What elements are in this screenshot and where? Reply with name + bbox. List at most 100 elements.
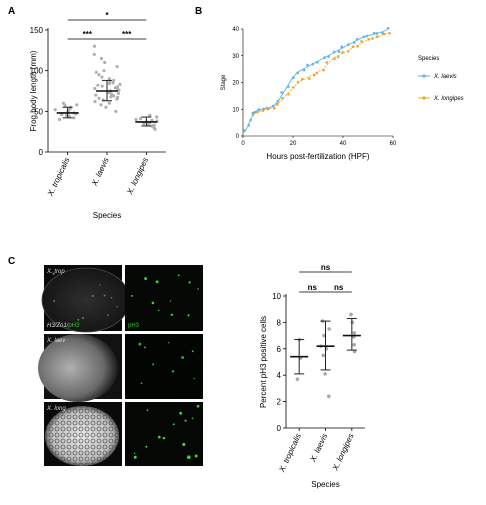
nucleus-dot — [181, 356, 184, 359]
nucleus-dot — [133, 452, 136, 454]
series-point — [360, 40, 363, 43]
nucleus-dot — [53, 300, 56, 303]
nucleus-dot — [182, 442, 186, 446]
series-point — [346, 49, 350, 53]
nucleus-dot — [157, 309, 160, 312]
y-tick-label: 10 — [272, 292, 281, 301]
series-point — [302, 68, 306, 72]
nucleus-dot — [194, 454, 198, 458]
data-point — [350, 320, 355, 325]
series-point — [308, 77, 311, 80]
data-point — [323, 372, 327, 376]
series-point — [247, 124, 251, 127]
series-point — [325, 61, 329, 64]
data-point — [295, 377, 300, 381]
series-point — [287, 92, 290, 96]
series-point — [351, 45, 355, 48]
y-tick-label: 0 — [236, 134, 240, 140]
nucleus-dot — [188, 281, 191, 284]
nucleus-dot — [191, 417, 194, 420]
y-tick-label: 20 — [232, 81, 239, 87]
chart-a: 0 50 100 150 X. tropicalis X. laevis X. longip… — [29, 11, 166, 220]
x-tick-label: X. tropicalis — [45, 156, 71, 198]
merge-channel-label: H3/Zo1/pH3 — [47, 323, 80, 329]
nucleus-dot — [131, 294, 133, 297]
data-point — [115, 65, 119, 69]
nucleus-dot — [171, 370, 175, 373]
significance-label: *** — [83, 30, 93, 39]
nucleus-dot — [91, 294, 94, 297]
y-tick-label: 6 — [277, 345, 282, 354]
data-point — [322, 333, 326, 338]
data-point — [115, 85, 120, 89]
data-point — [67, 114, 71, 118]
x-tick-label: 0 — [241, 141, 245, 147]
x-tick-label: X. tropicalis — [277, 432, 303, 474]
legend-swatch-dot — [422, 96, 426, 100]
y-tick-label: 50 — [34, 107, 43, 116]
nucleus-dot — [133, 455, 137, 459]
data-point — [93, 86, 97, 91]
data-point — [352, 331, 357, 335]
micrograph-trop-ph3 — [125, 265, 203, 331]
nucleus-dot — [162, 436, 166, 440]
data-point — [107, 77, 111, 81]
y-tick-label: 2 — [277, 398, 282, 407]
ph3-channel-label: pH3 — [128, 323, 140, 329]
data-point — [94, 70, 98, 74]
nucleus-dot — [145, 445, 148, 448]
series-point — [315, 61, 319, 64]
data-point — [155, 115, 159, 119]
series-point — [333, 57, 336, 61]
nucleus-dot — [103, 294, 106, 297]
nucleus-dot — [169, 300, 172, 302]
data-point — [100, 75, 104, 79]
series-point — [311, 62, 315, 66]
nucleus-dot — [144, 346, 146, 349]
nucleus-dot — [77, 318, 80, 321]
nucleus-dot — [106, 314, 109, 316]
data-point — [92, 44, 97, 48]
data-point — [97, 73, 101, 77]
nucleus-dot — [179, 411, 183, 415]
nucleus-dot — [197, 288, 199, 290]
data-point — [349, 312, 353, 317]
series-point — [313, 73, 316, 77]
series-point — [257, 108, 261, 111]
chart-c: 0 2 4 6 8 10 X. tropicalis X. laevis X. longipes… — [259, 263, 365, 489]
row-label-trop: X. trop — [46, 269, 65, 275]
nucleus-dot — [191, 350, 194, 353]
legend-label: X. laevis — [433, 74, 457, 80]
series-point — [280, 91, 283, 94]
y-tick-label: 100 — [30, 67, 44, 76]
nucleus-dot — [140, 382, 143, 385]
nucleus-dot — [172, 423, 175, 426]
data-point — [109, 92, 114, 96]
data-point — [108, 80, 112, 84]
data-point — [139, 117, 143, 121]
series-point — [332, 50, 336, 54]
series-point — [322, 68, 325, 72]
data-point — [112, 94, 116, 98]
significance-label: *** — [122, 30, 132, 39]
series-point — [243, 129, 246, 132]
panel-label-b: B — [195, 6, 202, 17]
data-point — [107, 101, 111, 105]
data-point — [100, 84, 104, 88]
series-point — [372, 31, 376, 35]
nucleus-dot — [170, 313, 173, 316]
significance-label: * — [105, 11, 109, 20]
data-point — [109, 95, 113, 99]
y-axis-title: Percent pH3 positive cells — [259, 316, 268, 408]
data-point — [99, 103, 103, 107]
nucleus-dot — [144, 277, 148, 281]
x-axis-title: Hours post-fertilization (HPF) — [266, 152, 369, 161]
series-point — [286, 85, 290, 88]
series-line — [245, 28, 389, 131]
data-point — [114, 109, 118, 113]
significance-label: ns — [321, 263, 331, 272]
y-tick-label: 10 — [232, 107, 239, 113]
series-point — [271, 104, 275, 108]
series-point — [323, 56, 326, 59]
